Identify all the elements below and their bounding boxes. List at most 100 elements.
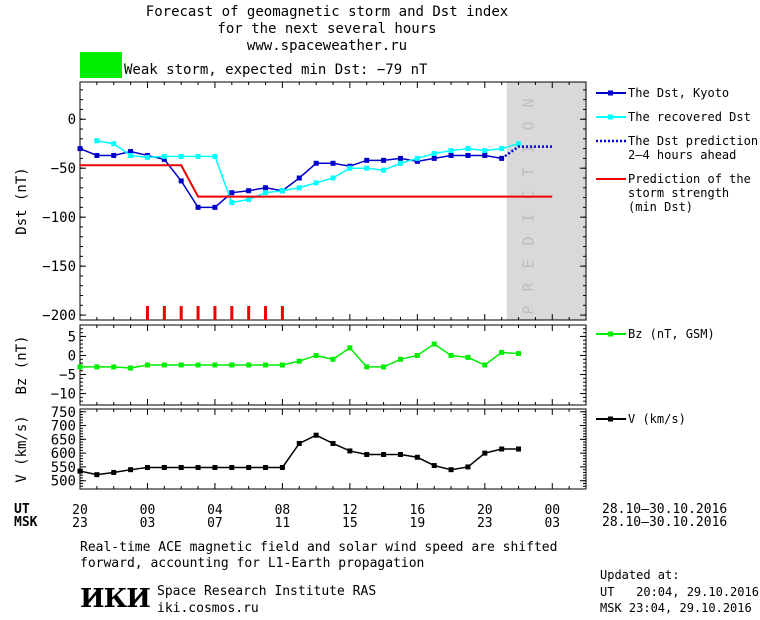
y-tick-label: 750: [51, 405, 76, 421]
legend-label-line2: storm strength: [628, 186, 729, 200]
institute-url[interactable]: iki.cosmos.ru: [157, 601, 259, 616]
data-point: [448, 467, 454, 473]
y-tick-label: 5: [68, 329, 76, 345]
y-tick-label: −100: [42, 210, 76, 226]
data-point: [246, 362, 252, 368]
ut-tick-label: 00: [140, 503, 156, 518]
data-point: [212, 464, 218, 470]
data-point: [279, 188, 285, 194]
data-point: [347, 448, 353, 454]
data-point: [246, 464, 252, 470]
prediction-label-char: E: [520, 259, 538, 268]
data-point: [246, 188, 252, 194]
data-point: [229, 190, 235, 196]
data-point: [482, 152, 488, 158]
data-point: [144, 154, 150, 160]
data-point: [431, 341, 437, 347]
ut-axis-label: UT: [14, 502, 30, 517]
prediction-label-char: D: [520, 236, 538, 245]
data-point: [246, 197, 252, 203]
data-point: [465, 464, 471, 470]
y-tick-label: 700: [51, 419, 76, 435]
data-point: [313, 180, 319, 186]
data-point: [77, 364, 83, 370]
legend-marker: [608, 416, 613, 422]
data-point: [499, 349, 505, 355]
prediction-label-char: R: [520, 282, 538, 292]
data-point: [195, 362, 201, 368]
data-point: [313, 160, 319, 166]
data-point: [279, 362, 285, 368]
data-point: [330, 160, 336, 166]
data-point: [330, 175, 336, 181]
data-point: [111, 364, 117, 370]
data-point: [263, 362, 269, 368]
y-axis-label: V (km/s): [14, 415, 30, 482]
data-point: [414, 352, 420, 358]
data-point: [347, 345, 353, 351]
data-point: [397, 356, 403, 362]
data-point: [144, 464, 150, 470]
msk-date-range: 28.10–30.10.2016: [602, 515, 728, 530]
propagation-note-line1: Real-time ACE magnetic field and solar w…: [80, 540, 558, 555]
data-point: [296, 185, 302, 191]
data-point: [212, 153, 218, 159]
data-point: [128, 467, 134, 473]
data-point: [94, 138, 100, 144]
msk-tick-label: 15: [342, 516, 358, 531]
ut-tick-label: 20: [477, 503, 493, 518]
legend-label: The Dst prediction: [628, 134, 758, 148]
chart-title-line2: for the next several hours: [217, 21, 437, 37]
y-tick-label: 0: [68, 348, 76, 364]
data-point: [178, 362, 184, 368]
series-line: [79, 147, 502, 209]
y-axis-label: Bz (nT): [14, 335, 30, 394]
data-point: [516, 446, 522, 452]
updated-label: Updated at:: [600, 568, 680, 582]
data-point: [229, 199, 235, 205]
series-line: [96, 140, 519, 204]
data-point: [482, 450, 488, 456]
data-point: [296, 175, 302, 181]
updated-msk: MSK 23:04, 29.10.2016: [600, 601, 752, 615]
chart-title-line1: Forecast of geomagnetic storm and Dst in…: [145, 4, 509, 20]
data-point: [448, 152, 454, 158]
data-point: [111, 141, 117, 147]
storm-level-indicator: [80, 52, 122, 78]
data-point: [94, 364, 100, 370]
prediction-label-char: O: [520, 121, 538, 130]
msk-tick-label: 07: [207, 516, 223, 531]
data-point: [465, 146, 471, 152]
website-link[interactable]: www.spaceweather.ru: [246, 38, 408, 54]
y-tick-label: 650: [51, 432, 76, 448]
data-point: [94, 472, 100, 478]
y-tick-label: −150: [42, 259, 76, 275]
y-tick-label: 550: [51, 460, 76, 476]
legend-marker: [608, 114, 613, 120]
data-point: [279, 464, 285, 470]
data-point: [381, 364, 387, 370]
ut-tick-label: 20: [72, 503, 88, 518]
legend-marker: [608, 90, 613, 96]
data-point: [364, 165, 370, 171]
legend-label: V (km/s): [628, 412, 686, 426]
data-point: [330, 356, 336, 362]
data-point: [111, 152, 117, 158]
data-point: [263, 185, 269, 191]
data-point: [499, 446, 505, 452]
ut-tick-label: 00: [544, 503, 560, 518]
data-point: [212, 362, 218, 368]
y-tick-label: −50: [51, 161, 76, 177]
data-point: [516, 351, 522, 357]
storm-forecast-label: Weak storm, expected min Dst: −79 nT: [124, 62, 428, 78]
msk-tick-label: 23: [477, 516, 493, 531]
msk-tick-label: 03: [544, 516, 560, 531]
data-point: [263, 190, 269, 196]
data-point: [161, 464, 167, 470]
data-point: [347, 165, 353, 171]
data-point: [414, 155, 420, 161]
y-tick-label: −10: [51, 387, 76, 403]
msk-tick-label: 19: [410, 516, 426, 531]
data-point: [128, 152, 134, 158]
ut-date-range: 28.10–30.10.2016: [602, 502, 728, 517]
